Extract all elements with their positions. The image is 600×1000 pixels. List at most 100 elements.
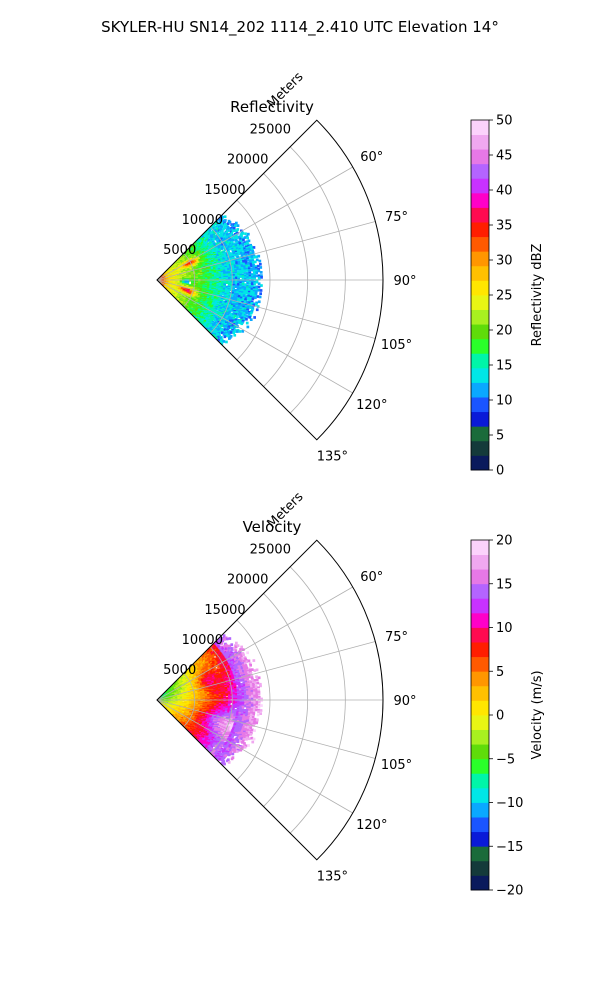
radar-gate xyxy=(249,314,252,318)
radar-gate xyxy=(215,333,219,337)
radar-gate xyxy=(232,326,236,330)
radar-gate xyxy=(217,305,221,309)
radar-gate xyxy=(226,222,230,226)
radar-gate xyxy=(224,647,228,651)
radar-gate xyxy=(210,232,214,235)
radar-gate xyxy=(246,251,250,254)
radar-gate xyxy=(241,267,244,270)
colorbar-segment xyxy=(471,353,489,369)
radar-gate xyxy=(246,325,250,329)
radar-gate xyxy=(221,243,224,246)
radar-gate xyxy=(235,310,239,314)
radar-gate xyxy=(218,248,222,251)
radar-gate xyxy=(240,322,244,326)
radar-gate xyxy=(245,302,249,305)
radar-gate xyxy=(186,279,190,282)
radar-gate xyxy=(227,273,231,277)
radar-gate xyxy=(195,318,199,321)
radar-gate xyxy=(247,292,251,295)
radar-gate xyxy=(194,316,197,320)
radar-gate xyxy=(252,263,255,267)
radar-gate xyxy=(250,285,254,288)
radar-gate xyxy=(220,225,224,229)
radar-gate xyxy=(255,258,259,262)
radar-gate xyxy=(248,300,252,303)
radar-gate xyxy=(250,311,253,315)
radar-gate xyxy=(204,326,207,329)
colorbar-segment xyxy=(471,338,489,354)
radar-gate xyxy=(241,280,245,284)
radar-gate xyxy=(228,280,231,283)
radar-gate xyxy=(241,301,244,304)
radar-gate xyxy=(210,243,214,246)
radar-gate xyxy=(246,277,250,281)
radar-gate xyxy=(249,252,253,255)
radar-gate xyxy=(243,287,247,291)
radar-gate xyxy=(250,273,254,276)
radar-gate xyxy=(213,309,216,313)
radar-gate xyxy=(219,337,222,340)
radar-gate xyxy=(229,286,233,289)
radar-gate xyxy=(253,273,256,276)
radar-gate xyxy=(250,282,254,285)
radar-gate xyxy=(234,649,238,652)
azimuth-gridline xyxy=(156,166,353,281)
radar-gate xyxy=(244,276,247,280)
radar-gate xyxy=(225,340,228,344)
radar-gate xyxy=(239,648,242,651)
radar-gate xyxy=(243,300,247,303)
radar-gate xyxy=(218,230,222,234)
radar-gate xyxy=(177,279,181,283)
radar-gate xyxy=(184,280,187,284)
radar-gate xyxy=(244,314,247,317)
radar-gate xyxy=(248,301,251,305)
radar-gate xyxy=(239,271,242,274)
radar-gate xyxy=(235,221,238,225)
radar-gate xyxy=(239,318,243,322)
radar-gate xyxy=(248,258,252,262)
radar-gate xyxy=(223,335,227,339)
radar-gate xyxy=(225,269,228,272)
radar-gate xyxy=(221,238,225,242)
radar-gate xyxy=(246,284,249,288)
radar-gate xyxy=(224,219,227,222)
radar-gate xyxy=(230,279,233,282)
radar-gate xyxy=(237,280,240,284)
radar-gate xyxy=(246,282,249,285)
radar-gate xyxy=(254,265,258,268)
radar-gate xyxy=(232,234,235,237)
radar-gate xyxy=(252,291,256,295)
radar-gate xyxy=(256,305,260,308)
radar-gate xyxy=(234,269,237,272)
radar-gate xyxy=(209,330,213,333)
radar-gate xyxy=(255,285,259,289)
radar-gate xyxy=(248,287,251,291)
radar-gate xyxy=(242,653,245,657)
radar-gate xyxy=(250,283,254,287)
radar-gate xyxy=(244,305,248,308)
radar-gate xyxy=(245,310,249,313)
radar-gate xyxy=(250,291,253,294)
radar-gate xyxy=(245,290,249,294)
figure-suptitle: SKYLER-HU SN14_202 1114_2.410 UTC Elevat… xyxy=(101,18,499,37)
radar-gate xyxy=(238,292,242,295)
radar-gate xyxy=(245,267,249,271)
radar-gate xyxy=(201,235,205,239)
radar-gate xyxy=(222,332,226,336)
radar-gate xyxy=(251,297,255,301)
radar-gate xyxy=(208,325,211,328)
radar-gate xyxy=(250,300,254,304)
radar-gate xyxy=(215,337,219,340)
radar-gate xyxy=(259,262,262,266)
radar-gate xyxy=(249,264,253,267)
radar-gate xyxy=(245,269,249,272)
radar-gate xyxy=(207,314,211,318)
radar-gate xyxy=(235,330,239,333)
radar-gate xyxy=(248,316,252,319)
radar-gate xyxy=(240,659,243,663)
radar-gate xyxy=(234,314,237,318)
azimuth-tick-label: 120° xyxy=(356,398,387,413)
radar-gate xyxy=(245,235,249,238)
